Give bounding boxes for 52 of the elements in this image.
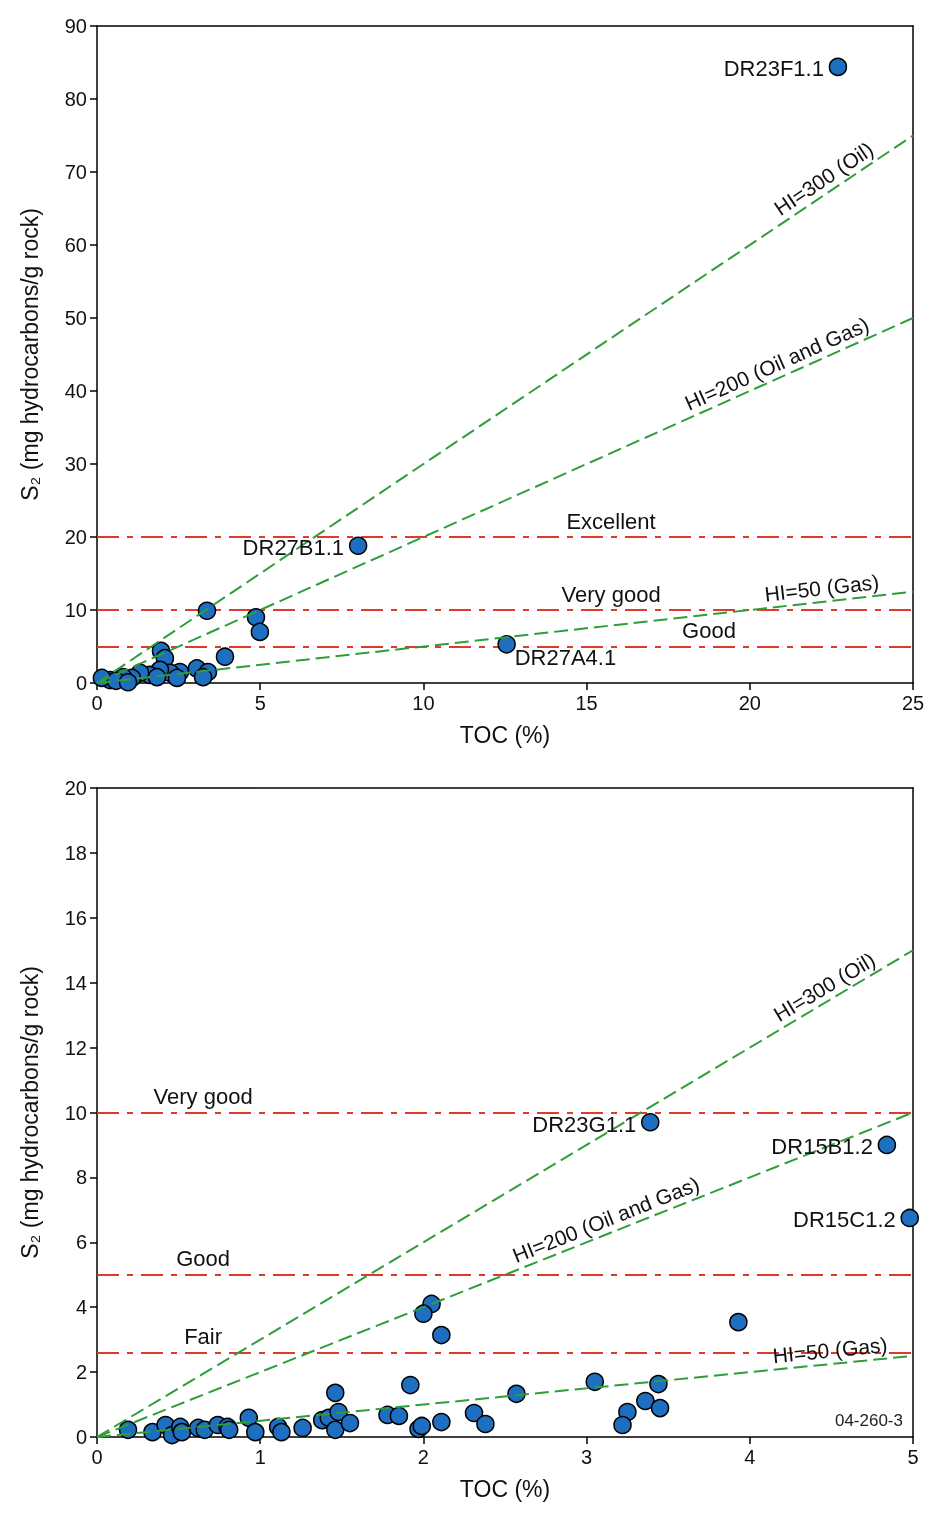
y-tick-label: 8	[75, 1166, 87, 1189]
x-tick-label: 15	[575, 692, 598, 714]
annotation: DR27A4.1	[514, 644, 617, 670]
y-tick-label: 40	[64, 380, 87, 402]
y-axis-title: S₂ (mg hydrocarbons/g rock)	[16, 208, 43, 501]
x-tick-label: 0	[91, 1446, 103, 1468]
x-tick-label: 0	[91, 692, 103, 714]
y-tick-label: 60	[64, 234, 87, 256]
y-tick-label: 10	[64, 1101, 87, 1124]
ref-line-label: Good	[682, 618, 736, 643]
y-tick-label: 14	[64, 971, 87, 994]
x-tick-label: 4	[744, 1446, 756, 1468]
annotation: DR27B1.1	[242, 535, 345, 561]
y-axis-title: S₂ (mg hydrocarbons/g rock)	[16, 966, 43, 1259]
text: HI=50 (Gas)	[763, 570, 881, 606]
y-tick-label: 0	[75, 1426, 87, 1448]
y-tick-label: 16	[64, 906, 87, 929]
annotation: 04-260-3	[834, 1411, 903, 1430]
annotation: DR15B1.2	[771, 1134, 873, 1160]
x-tick-label: 20	[738, 692, 761, 714]
annotation: DR23F1.1	[723, 56, 824, 82]
y-tick-label: 10	[64, 599, 87, 621]
ref-line-label: Good	[176, 1246, 230, 1272]
x-tick-label: 1	[254, 1446, 266, 1468]
y-tick-label: 50	[64, 307, 87, 329]
ref-line-label: Very good	[153, 1084, 253, 1109]
y-tick-label: 12	[64, 1036, 87, 1059]
text: HI=50 (Gas)	[771, 1332, 889, 1368]
x-tick-label: 3	[581, 1446, 593, 1468]
x-tick-label: 5	[254, 692, 266, 714]
y-tick-label: 80	[64, 88, 87, 110]
annotation: DR15C1.2	[793, 1207, 896, 1233]
y-tick-label: 18	[64, 841, 87, 864]
x-tick-label: 2	[417, 1446, 429, 1468]
y-tick-label: 70	[64, 161, 87, 183]
x-axis-title: TOC (%)	[459, 721, 551, 748]
x-tick-label: 10	[412, 692, 435, 714]
y-tick-label: 4	[75, 1296, 87, 1319]
annotation: DR23G1.1	[532, 1111, 637, 1137]
y-tick-label: 20	[64, 777, 87, 799]
y-tick-label: 20	[64, 526, 87, 548]
x-tick-label: 25	[901, 692, 925, 714]
x-tick-label: 5	[907, 1446, 919, 1468]
x-axis-title: TOC (%)	[459, 1475, 551, 1502]
y-tick-label: 30	[64, 453, 87, 475]
ref-line-label: Excellent	[566, 508, 656, 534]
y-tick-label: 0	[75, 672, 87, 694]
ref-line-label: Fair	[184, 1324, 223, 1350]
y-tick-label: 90	[64, 15, 87, 37]
y-tick-label: 6	[75, 1231, 87, 1254]
y-tick-label: 2	[75, 1361, 87, 1384]
ref-line-label: Very good	[561, 581, 661, 607]
